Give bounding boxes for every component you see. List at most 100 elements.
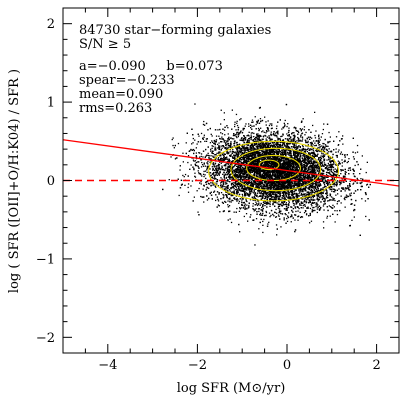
data-point <box>353 216 355 218</box>
data-point <box>300 190 302 193</box>
data-point <box>271 196 273 198</box>
data-point <box>310 189 312 191</box>
data-point <box>252 205 254 207</box>
data-point <box>282 144 284 147</box>
data-point <box>336 213 339 216</box>
data-point <box>220 192 223 194</box>
data-point <box>271 123 273 125</box>
data-point <box>266 186 268 188</box>
data-point <box>280 190 282 192</box>
data-point <box>294 203 296 205</box>
data-point <box>193 160 195 162</box>
data-point <box>303 173 305 175</box>
data-point <box>267 142 269 144</box>
data-point <box>217 170 219 172</box>
data-point <box>274 180 276 182</box>
data-point <box>276 125 278 127</box>
data-point <box>258 228 260 230</box>
data-point <box>223 153 226 155</box>
data-point <box>296 140 298 142</box>
data-point <box>329 166 331 169</box>
data-point <box>281 197 283 199</box>
data-point <box>329 169 331 171</box>
data-point <box>280 178 282 181</box>
data-point <box>245 182 248 185</box>
data-point <box>249 163 252 165</box>
data-point <box>272 163 275 165</box>
data-point <box>327 145 329 147</box>
data-point <box>295 182 297 184</box>
data-point <box>223 194 225 196</box>
data-point <box>236 171 238 174</box>
data-point <box>290 198 293 200</box>
data-point <box>236 149 238 151</box>
data-point <box>243 206 245 208</box>
data-point <box>260 218 262 220</box>
data-point <box>231 146 233 148</box>
data-point <box>282 142 284 145</box>
data-point <box>225 181 227 183</box>
data-point <box>301 138 304 140</box>
data-point <box>333 183 335 185</box>
data-point <box>310 162 313 165</box>
data-point <box>269 165 271 167</box>
data-point <box>244 138 247 140</box>
data-point <box>239 131 242 133</box>
data-point <box>324 164 326 166</box>
data-point <box>295 148 298 150</box>
data-point <box>277 148 279 150</box>
data-point <box>269 156 272 158</box>
data-point <box>227 139 229 142</box>
data-point <box>276 174 278 176</box>
data-point <box>285 203 287 205</box>
data-point <box>260 149 262 151</box>
data-point <box>285 199 287 201</box>
data-point <box>258 129 260 131</box>
data-point <box>361 155 363 157</box>
data-point <box>276 162 279 164</box>
data-point <box>307 163 309 165</box>
data-point <box>277 141 279 144</box>
data-point <box>172 137 174 139</box>
data-point <box>333 173 336 175</box>
data-point <box>330 196 333 198</box>
data-point <box>261 149 264 151</box>
data-point <box>259 185 262 187</box>
data-point <box>207 154 209 156</box>
data-point <box>282 165 284 167</box>
data-point <box>254 116 256 118</box>
data-point <box>253 153 256 155</box>
data-point <box>264 182 266 184</box>
data-point <box>254 164 257 166</box>
data-point <box>293 199 295 201</box>
data-point <box>236 200 238 202</box>
data-point <box>234 198 236 200</box>
data-point <box>315 155 317 157</box>
data-point <box>200 159 203 161</box>
data-point <box>283 126 285 128</box>
data-point <box>283 183 285 186</box>
data-point <box>316 202 318 204</box>
data-point <box>243 149 245 152</box>
data-point <box>249 191 251 193</box>
data-point <box>300 129 302 131</box>
data-point <box>242 178 244 181</box>
data-point <box>235 151 237 154</box>
data-point <box>257 127 260 130</box>
data-point <box>232 192 235 194</box>
data-point <box>235 135 237 138</box>
data-point <box>353 182 355 184</box>
data-point <box>293 180 295 183</box>
data-point <box>246 194 249 196</box>
data-point <box>218 168 220 170</box>
data-point <box>291 132 293 134</box>
data-point <box>204 165 207 167</box>
data-point <box>255 140 258 142</box>
data-point <box>216 147 218 149</box>
data-point <box>302 173 304 175</box>
data-point <box>280 182 282 184</box>
data-point <box>234 121 236 123</box>
data-point <box>292 151 295 153</box>
data-point <box>230 184 233 186</box>
data-point <box>272 177 274 179</box>
